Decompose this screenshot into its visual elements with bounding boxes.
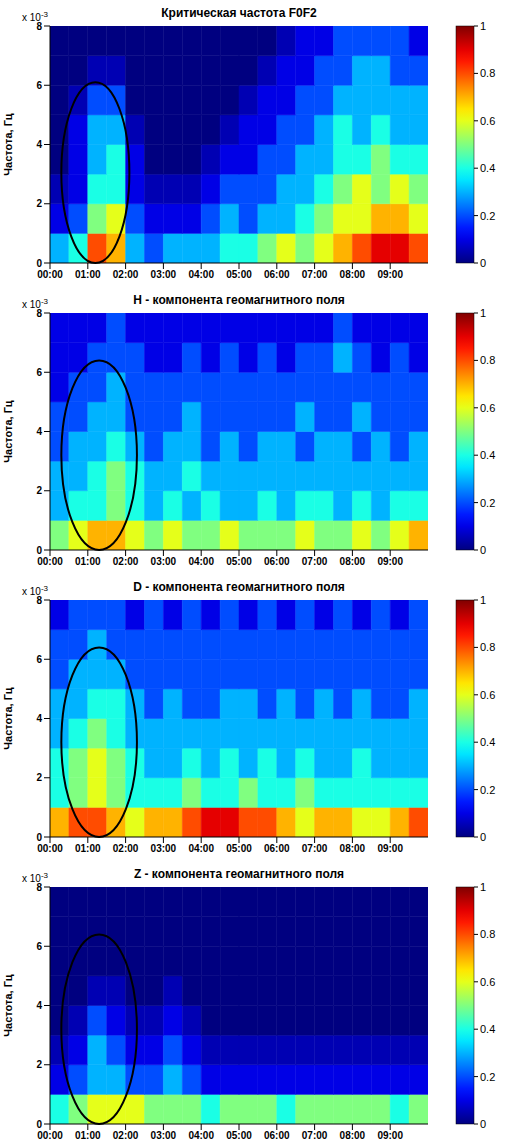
html-text:H - компонента геомагнитного п: H - компонента геомагнитного поля — [133, 293, 345, 307]
svg-text:2: 2 — [36, 485, 42, 496]
svg-text:0.6: 0.6 — [480, 115, 495, 127]
svg-text:05:00: 05:00 — [226, 269, 252, 280]
svg-text:0.4: 0.4 — [480, 162, 495, 174]
svg-text:Частота, Гц: Частота, Гц — [2, 687, 14, 750]
svg-text:00:00: 00:00 — [37, 843, 63, 854]
svg-text:1: 1 — [480, 594, 486, 606]
svg-text:2: 2 — [36, 1059, 42, 1070]
svg-text:05:00: 05:00 — [226, 843, 252, 854]
svg-text:02:00: 02:00 — [113, 556, 139, 567]
svg-text:06:00: 06:00 — [264, 269, 290, 280]
svg-text:02:00: 02:00 — [113, 1130, 139, 1141]
svg-text:06:00: 06:00 — [264, 843, 290, 854]
svg-text:2: 2 — [36, 198, 42, 209]
svg-text:Частота, Гц: Частота, Гц — [2, 400, 14, 463]
svg-text:0.2: 0.2 — [480, 210, 495, 222]
svg-text:03:00: 03:00 — [151, 269, 177, 280]
html-text:x 10-3: x 10-3 — [22, 297, 48, 311]
svg-text:0: 0 — [36, 258, 42, 269]
svg-text:05:00: 05:00 — [226, 1130, 252, 1141]
svg-text:0.8: 0.8 — [480, 354, 495, 366]
svg-text:4: 4 — [36, 1000, 42, 1011]
svg-text:00:00: 00:00 — [37, 1130, 63, 1141]
svg-text:6: 6 — [36, 654, 42, 665]
svg-text:0.4: 0.4 — [480, 449, 495, 461]
svg-text:Частота, Гц: Частота, Гц — [2, 974, 14, 1037]
svg-text:0.2: 0.2 — [480, 784, 495, 796]
svg-text:05:00: 05:00 — [226, 556, 252, 567]
svg-text:0: 0 — [480, 1118, 486, 1130]
svg-text:08:00: 08:00 — [340, 1130, 366, 1141]
svg-text:6: 6 — [36, 80, 42, 91]
svg-text:04:00: 04:00 — [188, 1130, 214, 1141]
svg-text:02:00: 02:00 — [113, 843, 139, 854]
svg-text:08:00: 08:00 — [340, 843, 366, 854]
svg-text:04:00: 04:00 — [188, 556, 214, 567]
svg-text:8: 8 — [36, 882, 42, 893]
svg-text:04:00: 04:00 — [188, 269, 214, 280]
svg-text:07:00: 07:00 — [302, 1130, 328, 1141]
svg-text:0: 0 — [480, 257, 486, 269]
svg-text:0: 0 — [36, 832, 42, 843]
svg-text:01:00: 01:00 — [75, 1130, 101, 1141]
svg-text:03:00: 03:00 — [151, 843, 177, 854]
svg-text:03:00: 03:00 — [151, 1130, 177, 1141]
svg-text:0.2: 0.2 — [480, 1071, 495, 1083]
svg-text:1: 1 — [480, 20, 486, 32]
svg-text:07:00: 07:00 — [302, 269, 328, 280]
svg-text:09:00: 09:00 — [377, 556, 403, 567]
svg-text:04:00: 04:00 — [188, 843, 214, 854]
svg-text:09:00: 09:00 — [377, 1130, 403, 1141]
html-text:x 10-3: x 10-3 — [22, 10, 48, 24]
svg-text:6: 6 — [36, 941, 42, 952]
svg-text:03:00: 03:00 — [151, 556, 177, 567]
html-text:D - компонента геомагнитного п: D - компонента геомагнитного поля — [133, 580, 345, 594]
svg-text:02:00: 02:00 — [113, 269, 139, 280]
svg-text:06:00: 06:00 — [264, 1130, 290, 1141]
svg-text:09:00: 09:00 — [377, 843, 403, 854]
svg-text:2: 2 — [36, 772, 42, 783]
svg-text:0: 0 — [480, 831, 486, 843]
html-text:x 10-3: x 10-3 — [22, 584, 48, 598]
html-text:x 10-3: x 10-3 — [22, 871, 48, 885]
svg-text:0.4: 0.4 — [480, 736, 495, 748]
svg-text:07:00: 07:00 — [302, 556, 328, 567]
svg-text:01:00: 01:00 — [75, 269, 101, 280]
svg-text:00:00: 00:00 — [37, 556, 63, 567]
svg-text:0.8: 0.8 — [480, 67, 495, 79]
svg-text:06:00: 06:00 — [264, 556, 290, 567]
html-text:Критическая частота F0F2: Критическая частота F0F2 — [161, 6, 317, 20]
svg-text:1: 1 — [480, 307, 486, 319]
svg-text:Частота, Гц: Частота, Гц — [2, 113, 14, 176]
html-text:Z - компонента геомагнитного п: Z - компонента геомагнитного поля — [133, 867, 345, 881]
svg-text:0.2: 0.2 — [480, 497, 495, 509]
svg-text:01:00: 01:00 — [75, 556, 101, 567]
svg-text:01:00: 01:00 — [75, 843, 101, 854]
svg-text:1: 1 — [480, 881, 486, 893]
svg-text:0.6: 0.6 — [480, 689, 495, 701]
svg-text:8: 8 — [36, 595, 42, 606]
svg-text:0.4: 0.4 — [480, 1023, 495, 1035]
svg-text:0.8: 0.8 — [480, 641, 495, 653]
svg-text:0.8: 0.8 — [480, 928, 495, 940]
svg-text:6: 6 — [36, 367, 42, 378]
svg-text:4: 4 — [36, 426, 42, 437]
svg-text:07:00: 07:00 — [302, 843, 328, 854]
svg-text:0: 0 — [36, 545, 42, 556]
svg-text:4: 4 — [36, 139, 42, 150]
svg-text:8: 8 — [36, 308, 42, 319]
svg-text:0: 0 — [36, 1119, 42, 1130]
svg-text:0.6: 0.6 — [480, 976, 495, 988]
svg-text:09:00: 09:00 — [377, 269, 403, 280]
svg-text:8: 8 — [36, 21, 42, 32]
svg-text:08:00: 08:00 — [340, 269, 366, 280]
svg-text:08:00: 08:00 — [340, 556, 366, 567]
svg-text:00:00: 00:00 — [37, 269, 63, 280]
svg-text:0: 0 — [480, 544, 486, 556]
svg-text:0.6: 0.6 — [480, 402, 495, 414]
svg-text:4: 4 — [36, 713, 42, 724]
